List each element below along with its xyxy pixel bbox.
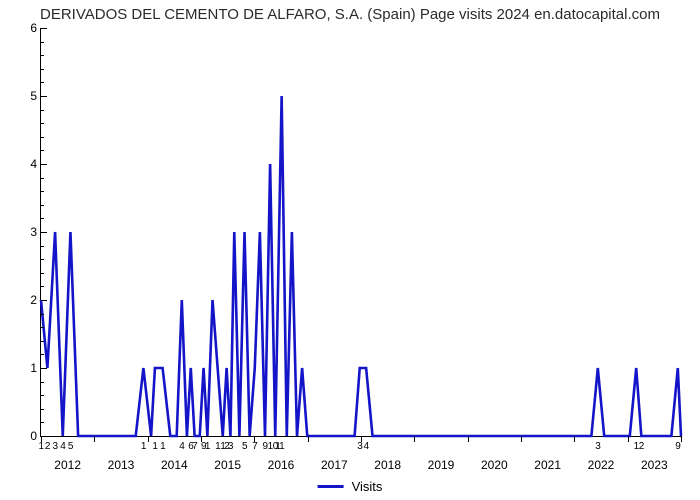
visits-line (41, 96, 681, 436)
y-minor-tick (41, 178, 44, 179)
y-tick-label: 2 (23, 293, 37, 307)
y-tick-label: 5 (23, 89, 37, 103)
y-minor-tick (41, 273, 44, 274)
x-point-label: 4 (179, 441, 184, 452)
x-point-label: 5 (242, 441, 247, 452)
y-tick (41, 368, 47, 369)
y-minor-tick (41, 137, 44, 138)
x-tick (628, 436, 629, 442)
x-year-label: 2016 (268, 458, 295, 472)
x-point-label: 7 (192, 441, 197, 452)
x-point-label: 4 (60, 441, 65, 452)
y-minor-tick (41, 341, 44, 342)
y-minor-tick (41, 327, 44, 328)
x-point-label: 2 (639, 441, 644, 452)
x-year-label: 2022 (588, 458, 615, 472)
x-point-label: 1 (38, 441, 43, 452)
y-minor-tick (41, 82, 44, 83)
x-point-label: 1 (160, 441, 165, 452)
x-year-label: 2020 (481, 458, 508, 472)
y-minor-tick (41, 422, 44, 423)
y-minor-tick (41, 314, 44, 315)
x-year-label: 2018 (374, 458, 401, 472)
y-minor-tick (41, 382, 44, 383)
y-tick-label: 1 (23, 361, 37, 375)
y-minor-tick (41, 286, 44, 287)
y-minor-tick (41, 246, 44, 247)
y-tick (41, 28, 47, 29)
y-minor-tick (41, 205, 44, 206)
y-minor-tick (41, 354, 44, 355)
x-point-label: 3 (228, 441, 233, 452)
x-year-label: 2014 (161, 458, 188, 472)
y-tick-label: 4 (23, 157, 37, 171)
x-point-label: 3 (595, 441, 600, 452)
x-tick (681, 436, 682, 442)
x-tick (414, 436, 415, 442)
y-minor-tick (41, 42, 44, 43)
y-tick-label: 6 (23, 21, 37, 35)
x-point-label: 5 (68, 441, 73, 452)
y-minor-tick (41, 150, 44, 151)
x-point-label: 7 (252, 441, 257, 452)
y-minor-tick (41, 191, 44, 192)
x-point-label: 9 (675, 441, 680, 452)
y-minor-tick (41, 259, 44, 260)
x-point-label: 4 (364, 441, 369, 452)
x-point-label: 3 (357, 441, 362, 452)
x-year-label: 2021 (534, 458, 561, 472)
chart-title: DERIVADOS DEL CEMENTO DE ALFARO, S.A. (S… (0, 6, 700, 23)
x-point-label: 2 (45, 441, 50, 452)
y-tick-label: 0 (23, 429, 37, 443)
legend-swatch (318, 485, 344, 488)
x-tick (468, 436, 469, 442)
y-tick-label: 3 (23, 225, 37, 239)
x-point-label: 3 (53, 441, 58, 452)
x-year-label: 2019 (428, 458, 455, 472)
x-tick (521, 436, 522, 442)
x-point-label: 1 (152, 441, 157, 452)
chart-container: { "title": "DERIVADOS DEL CEMENTO DE ALF… (0, 0, 700, 500)
x-year-label: 2013 (108, 458, 135, 472)
y-minor-tick (41, 123, 44, 124)
x-point-label: 1 (279, 441, 284, 452)
x-year-label: 2012 (54, 458, 81, 472)
y-minor-tick (41, 395, 44, 396)
x-year-label: 2017 (321, 458, 348, 472)
y-minor-tick (41, 409, 44, 410)
x-year-label: 2023 (641, 458, 668, 472)
x-year-label: 2015 (214, 458, 241, 472)
y-tick (41, 300, 47, 301)
y-minor-tick (41, 55, 44, 56)
x-tick (94, 436, 95, 442)
x-point-label: 1 (205, 441, 210, 452)
y-minor-tick (41, 110, 44, 111)
line-series (41, 28, 681, 436)
x-tick (308, 436, 309, 442)
y-tick (41, 164, 47, 165)
y-tick (41, 96, 47, 97)
y-minor-tick (41, 218, 44, 219)
x-point-label: 1 (141, 441, 146, 452)
y-minor-tick (41, 69, 44, 70)
plot-area: 0123456201220132014201520162017201820192… (40, 28, 681, 437)
legend-label: Visits (352, 479, 383, 494)
x-tick (574, 436, 575, 442)
y-tick (41, 232, 47, 233)
x-tick (148, 436, 149, 442)
legend: Visits (318, 479, 383, 494)
